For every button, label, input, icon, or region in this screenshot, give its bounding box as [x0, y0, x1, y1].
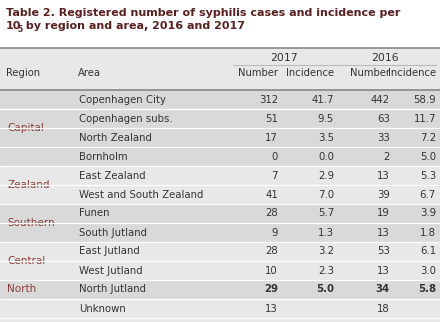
Text: by region and area, 2016 and 2017: by region and area, 2016 and 2017: [22, 21, 245, 31]
Text: 6.1: 6.1: [420, 247, 436, 257]
Text: 6.7: 6.7: [420, 190, 436, 200]
Bar: [0, 48, 440, 90]
Text: North: North: [7, 285, 36, 295]
Text: 5.8: 5.8: [418, 285, 436, 295]
Text: Region: Region: [6, 68, 40, 78]
Text: 3.5: 3.5: [318, 132, 334, 143]
Text: East Jutland: East Jutland: [79, 247, 140, 257]
Text: 7: 7: [271, 171, 278, 181]
Text: 19: 19: [377, 209, 390, 219]
Bar: [0, 223, 440, 242]
Bar: [0, 90, 440, 109]
Text: Bornholm: Bornholm: [79, 151, 128, 162]
Bar: [0, 128, 440, 147]
Text: East Zealand: East Zealand: [79, 171, 146, 181]
Bar: [0, 204, 440, 223]
Text: 312: 312: [259, 94, 278, 105]
Text: 5.0: 5.0: [316, 285, 334, 295]
Bar: [0, 261, 440, 280]
Text: 9: 9: [271, 228, 278, 238]
Text: 5.3: 5.3: [420, 171, 436, 181]
Text: 10: 10: [265, 266, 278, 276]
Text: 34: 34: [376, 285, 390, 295]
Text: 63: 63: [377, 113, 390, 124]
Bar: [0, 147, 440, 166]
Text: 1.8: 1.8: [420, 228, 436, 238]
Text: 13: 13: [377, 266, 390, 276]
Bar: [0, 280, 440, 299]
Text: Zealand: Zealand: [7, 180, 49, 190]
Text: 51: 51: [265, 113, 278, 124]
Text: 2016: 2016: [371, 53, 399, 63]
Text: Copenhagen subs.: Copenhagen subs.: [79, 113, 172, 124]
Text: 0: 0: [271, 151, 278, 162]
Text: 41.7: 41.7: [312, 94, 334, 105]
Text: Copenhagen City: Copenhagen City: [79, 94, 166, 105]
Text: 3.2: 3.2: [318, 247, 334, 257]
Text: West and South Zealand: West and South Zealand: [79, 190, 203, 200]
Text: Southern: Southern: [7, 218, 55, 228]
Text: 13: 13: [265, 304, 278, 314]
Text: 33: 33: [377, 132, 390, 143]
Bar: [0, 0, 440, 48]
Text: 17: 17: [265, 132, 278, 143]
Text: 7.0: 7.0: [318, 190, 334, 200]
Text: 28: 28: [265, 209, 278, 219]
Text: 58.9: 58.9: [413, 94, 436, 105]
Text: 2.9: 2.9: [318, 171, 334, 181]
Text: 2.3: 2.3: [318, 266, 334, 276]
Text: North Jutland: North Jutland: [79, 285, 146, 295]
Bar: [0, 318, 440, 322]
Text: 29: 29: [264, 285, 278, 295]
Bar: [0, 185, 440, 204]
Text: 3.9: 3.9: [420, 209, 436, 219]
Text: 10: 10: [6, 21, 22, 31]
Text: 442: 442: [371, 94, 390, 105]
Text: 7.2: 7.2: [420, 132, 436, 143]
Text: Unknown: Unknown: [79, 304, 126, 314]
Text: Number: Number: [238, 68, 278, 78]
Text: 0.0: 0.0: [318, 151, 334, 162]
Text: Central: Central: [7, 256, 45, 266]
Text: 5: 5: [17, 25, 22, 34]
Text: 2: 2: [384, 151, 390, 162]
Text: 5.7: 5.7: [318, 209, 334, 219]
Bar: [0, 109, 440, 128]
Text: West Jutland: West Jutland: [79, 266, 143, 276]
Text: 13: 13: [377, 171, 390, 181]
Text: 28: 28: [265, 247, 278, 257]
Text: 3.0: 3.0: [420, 266, 436, 276]
Text: Area: Area: [78, 68, 101, 78]
Bar: [0, 299, 440, 318]
Text: Capital: Capital: [7, 123, 44, 133]
Text: 9.5: 9.5: [318, 113, 334, 124]
Bar: [0, 242, 440, 261]
Text: 53: 53: [377, 247, 390, 257]
Text: 13: 13: [377, 228, 390, 238]
Text: Incidence: Incidence: [286, 68, 334, 78]
Text: 41: 41: [265, 190, 278, 200]
Text: Funen: Funen: [79, 209, 110, 219]
Bar: [0, 166, 440, 185]
Text: 1.3: 1.3: [318, 228, 334, 238]
Text: Incidence: Incidence: [388, 68, 436, 78]
Text: 39: 39: [377, 190, 390, 200]
Text: 5.0: 5.0: [420, 151, 436, 162]
Text: 2017: 2017: [270, 53, 298, 63]
Text: 18: 18: [377, 304, 390, 314]
Text: South Jutland: South Jutland: [79, 228, 147, 238]
Text: North Zealand: North Zealand: [79, 132, 152, 143]
Text: 11.7: 11.7: [414, 113, 436, 124]
Text: Number: Number: [350, 68, 390, 78]
Text: Table 2. Registered number of syphilis cases and incidence per: Table 2. Registered number of syphilis c…: [6, 8, 400, 18]
